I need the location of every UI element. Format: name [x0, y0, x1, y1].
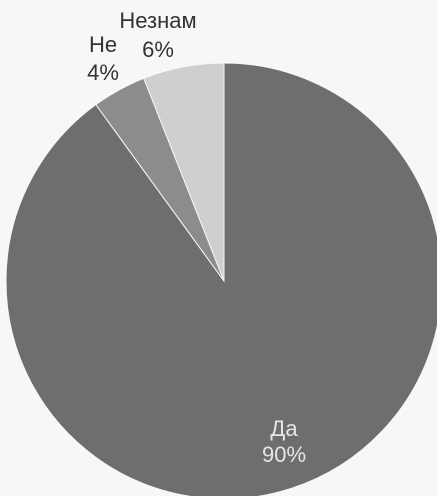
slice-da: [5, 62, 437, 496]
slice-label-ne: Не: [89, 32, 117, 57]
slice-value-neznam: 6%: [142, 37, 174, 62]
slice-label-neznam: Незнам: [119, 8, 196, 33]
slice-value-da: 90%: [262, 442, 306, 467]
slice-value-ne: 4%: [87, 60, 119, 85]
slice-neznam: [143, 62, 225, 282]
slice-label-da: Да: [270, 416, 298, 441]
pie-labels: Да 90% Не 4% Незнам 6%: [87, 8, 306, 467]
pie-slices: [5, 62, 437, 496]
